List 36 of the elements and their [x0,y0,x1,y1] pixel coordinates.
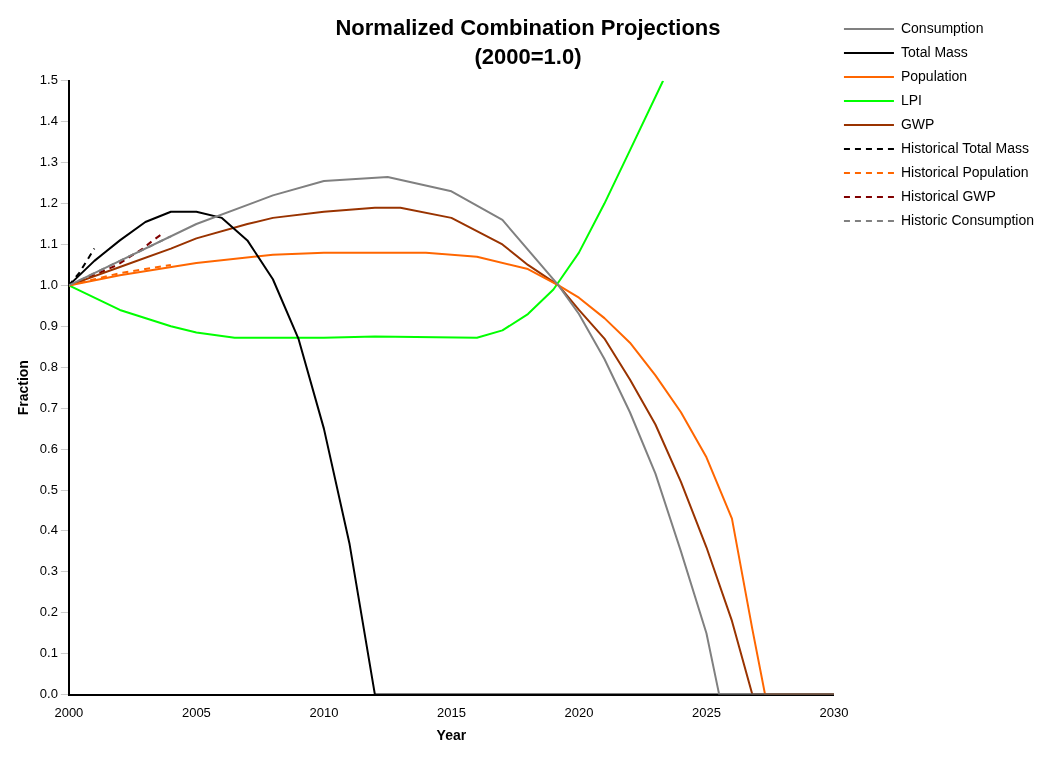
y-tick-label: 0.3 [39,563,58,579]
y-tick-label: 0.0 [39,686,58,702]
x-tick-label: 2000 [54,704,84,720]
legend-label: Total Mass [900,43,968,60]
y-tick-label: 1.5 [39,72,58,88]
x-tick-label: 2005 [181,704,211,720]
y-tick-label: 1.4 [39,113,58,129]
y-tick-label: 0.2 [39,604,58,620]
y-tick-label: 1.1 [39,236,58,252]
y-tick-label: 0.8 [39,358,58,374]
y-tick-label: 0.6 [39,440,58,456]
legend-label: GWP [900,115,935,132]
x-tick-label: 2030 [819,704,849,720]
chart-title: Normalized Combination Projections [335,15,721,41]
legend-label: Historical Population [900,163,1029,180]
y-tick-label: 0.7 [39,399,58,415]
chart-subtitle: (2000=1.0) [474,43,582,69]
legend-label: LPI [900,91,922,108]
legend-label: Historical Total Mass [900,139,1030,156]
y-tick-label: 0.9 [39,317,58,333]
y-tick-label: 0.5 [39,481,58,497]
legend-label: Consumption [900,19,984,36]
x-axis-title: Year [436,727,467,744]
y-tick-label: 1.2 [39,195,58,211]
x-tick-label: 2015 [436,704,466,720]
y-tick-label: 1.3 [39,154,58,170]
legend-label: Historical GWP [900,187,996,204]
y-axis-title: Fraction [15,360,32,416]
legend-label: Historic Consumption [900,211,1035,228]
legend-label: Population [900,67,968,84]
x-tick-label: 2025 [691,704,721,720]
x-tick-label: 2020 [564,704,594,720]
x-tick-label: 2010 [309,704,339,720]
y-tick-label: 1.0 [39,276,58,292]
y-tick-label: 0.1 [39,645,58,661]
y-tick-label: 0.4 [39,522,58,538]
